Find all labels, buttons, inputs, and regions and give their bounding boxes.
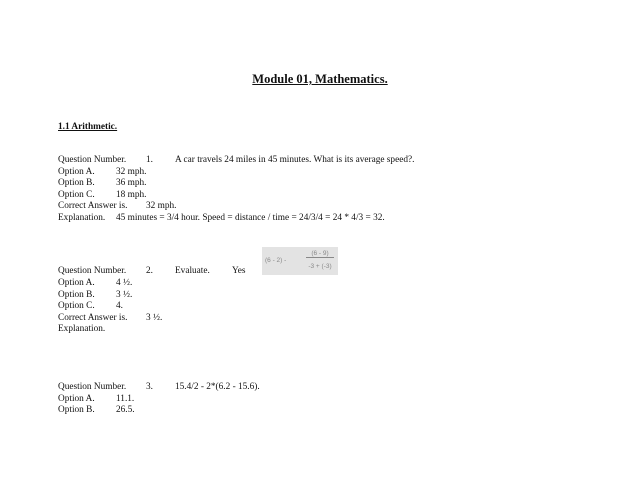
page-title: Module 01, Mathematics. — [252, 72, 388, 86]
q3-number-label: Question Number. — [58, 382, 127, 392]
q2-option-c-label: Option C. — [58, 301, 95, 311]
q2-option-a-label: Option A. — [58, 278, 95, 288]
q3-option-a: 11.1. — [116, 394, 135, 404]
q1-number-label: Question Number. — [58, 155, 127, 165]
q3-option-b-label: Option B. — [58, 405, 95, 415]
q3-question: 15.4/2 - 2*(6.2 - 15.6). — [175, 382, 260, 392]
q3-number: 3. — [146, 382, 153, 392]
q1-option-c-label: Option C. — [58, 190, 95, 200]
q1-correct-label: Correct Answer is. — [58, 201, 128, 211]
q1-explanation-label: Explanation. — [58, 213, 106, 223]
formula-numerator: (6 - 9) — [306, 250, 334, 258]
q2-option-b: 3 ½. — [116, 290, 133, 300]
formula-left: (6 - 2) - — [265, 257, 287, 264]
q2-extra: Yes — [232, 266, 246, 276]
q1-number: 1. — [146, 155, 153, 165]
q2-option-b-label: Option B. — [58, 290, 95, 300]
q2-number: 2. — [146, 266, 153, 276]
q1-option-a: 32 mph. — [116, 167, 147, 177]
q2-question: Evaluate. — [175, 266, 210, 276]
q1-explanation: 45 minutes = 3/4 hour. Speed = distance … — [116, 213, 385, 223]
q2-correct: 3 ½. — [146, 313, 163, 323]
q3-option-b: 26.5. — [116, 405, 135, 415]
q2-option-c: 4. — [116, 301, 123, 311]
q1-correct: 32 mph. — [146, 201, 177, 211]
q1-option-b: 36 mph. — [116, 178, 147, 188]
q1-option-c: 18 mph. — [116, 190, 147, 200]
section-heading: 1.1 Arithmetic. — [58, 122, 118, 132]
q2-formula-image: (6 - 2) - (6 - 9) -3 + (-3) — [262, 247, 338, 275]
q1-question: A car travels 24 miles in 45 minutes. Wh… — [175, 155, 415, 165]
q2-number-label: Question Number. — [58, 266, 127, 276]
q1-option-b-label: Option B. — [58, 178, 95, 188]
q2-correct-label: Correct Answer is. — [58, 313, 128, 323]
q1-option-a-label: Option A. — [58, 167, 95, 177]
q3-option-a-label: Option A. — [58, 394, 95, 404]
q2-explanation-label: Explanation. — [58, 324, 106, 334]
q2-option-a: 4 ½. — [116, 278, 133, 288]
formula-denominator: -3 + (-3) — [308, 263, 332, 270]
